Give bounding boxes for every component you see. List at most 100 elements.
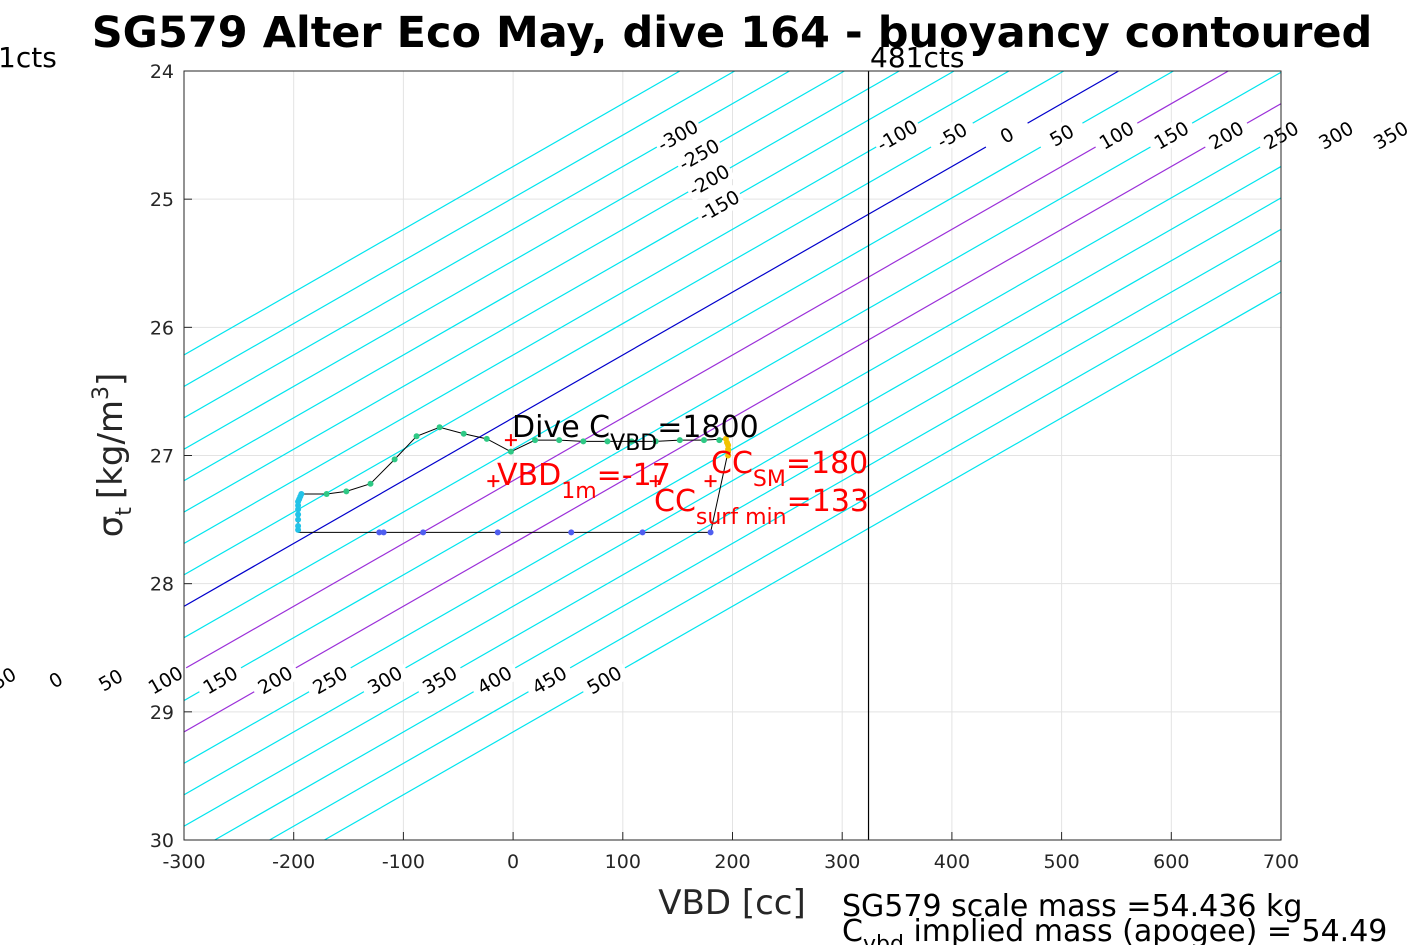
y-label-sigma: σ (91, 516, 131, 538)
contour-label-bg (577, 658, 631, 702)
implied-mass-footnote: Cvbd implied mass (apogee) = 54.49 (842, 914, 1387, 945)
x-tick-label: -200 (272, 851, 315, 873)
y-tick-label: 28 (150, 574, 174, 596)
x-axis-ticks: -300 -200 -100 0 100 200 300 400 500 600 700 (162, 832, 1299, 873)
ascent-point (494, 529, 501, 536)
red-plus-marker (649, 475, 662, 488)
contour-label-bg (523, 658, 576, 702)
red-plus-marker (504, 434, 517, 447)
y-label-sub: t (112, 507, 137, 516)
contour-line-100 (184, 71, 1229, 670)
contour-line-200 (184, 102, 1281, 733)
mid-point (343, 488, 350, 495)
scale-mass-footnote: SG579 scale mass =54.436 kg (842, 889, 1302, 924)
contour-line--400 (184, 71, 681, 356)
mid-point (367, 480, 374, 487)
vbd-limit-lines (867, 71, 870, 840)
contour-label-bg (682, 158, 736, 202)
vbd-1m-post: =-17 (597, 458, 671, 493)
x-tick-label: 400 (934, 851, 970, 873)
contour-line--350 (184, 71, 735, 388)
contour-label-bg (139, 658, 192, 702)
contour-line--250 (184, 71, 845, 450)
contour-line-450 (269, 260, 1281, 840)
contour-label-bg (0, 658, 28, 702)
x-tick-label: 600 (1153, 851, 1189, 873)
vbd-1m-pre: VBD (497, 458, 561, 493)
ascent-point (639, 529, 646, 536)
dive-cvbd-post: =1800 (657, 410, 758, 445)
implied-mass-c: C (842, 914, 863, 945)
vbd-1m-annotation: VBD1m=-17 (497, 458, 671, 504)
y-tick-label: 29 (150, 702, 174, 724)
y-tick-label: 25 (150, 189, 174, 211)
cc-sm-pre: CC (711, 446, 753, 481)
x-tick-label: -100 (382, 851, 425, 873)
x-tick-label: 100 (605, 851, 641, 873)
ascent-point (568, 529, 575, 536)
dive-cvbd-sub: VBD (610, 431, 657, 456)
mid-point (652, 438, 659, 445)
y-label-sup: 3 (89, 386, 114, 400)
mid-point (676, 437, 683, 444)
red-markers (487, 434, 717, 488)
cc-surf-post: =133 (787, 484, 869, 519)
contour-line-150 (184, 71, 1281, 702)
mid-point (483, 435, 490, 442)
cc-surf-pre: CC (654, 484, 696, 519)
ascent-point (420, 529, 427, 536)
mid-point (413, 433, 420, 440)
contour-label-bg (413, 658, 466, 702)
x-axis-label: VBD [cc] (658, 883, 806, 923)
y-tick-label: 30 (150, 830, 174, 852)
y-label-unit: [kg/m (91, 400, 131, 499)
contour-label-bg (468, 658, 521, 702)
ascent-point (376, 529, 383, 536)
contour-label-bg (672, 132, 726, 176)
contour-label-bg (651, 113, 704, 157)
implied-mass-text: implied mass (apogee) = 54.49 (904, 914, 1388, 945)
cc-sm-post: =180 (786, 446, 868, 481)
descent-point (298, 490, 305, 497)
contour-label-bg (1090, 113, 1143, 157)
contour-line-350 (184, 197, 1281, 827)
mid-point (700, 437, 707, 444)
contour-line-50 (184, 71, 1174, 639)
ascent-point (380, 529, 387, 536)
y-axis-label: σt [kg/m3] (89, 373, 137, 538)
contour-line--300 (184, 71, 790, 419)
contour-labels: -300-250-200-150-100 -50 0 50 100 150 200 250 30… (0, 113, 1417, 702)
mid-point (628, 438, 635, 445)
limit-label-right: 481cts (870, 41, 964, 74)
cc-surf-sub: surf min (696, 505, 787, 530)
contour-line-400 (214, 228, 1281, 840)
contour-label-bg (248, 658, 302, 702)
contour-label-bg (1035, 113, 1088, 157)
contour-label-bg (1309, 113, 1363, 157)
mid-point (391, 456, 398, 463)
contour-line-300 (184, 165, 1281, 796)
y-tick-label: 27 (150, 446, 174, 468)
contour-label-bg (84, 658, 137, 702)
contour-label-bg (358, 658, 412, 702)
contour-label-bg (925, 113, 979, 157)
contour-line--200 (184, 71, 900, 482)
y-tick-label: 24 (150, 61, 174, 83)
contour-label-bg (1364, 113, 1417, 157)
mid-point (460, 430, 467, 437)
contour-label-bg (870, 113, 924, 157)
x-tick-label: -300 (162, 851, 205, 873)
contour-line--100 (184, 71, 1010, 545)
dive-cvbd-annotation: Dive CVBD=1800 (512, 410, 759, 456)
ascent-point (707, 529, 714, 536)
x-tick-label: 700 (1263, 851, 1299, 873)
red-plus-marker (487, 475, 500, 488)
contour-line-250 (184, 134, 1281, 765)
contour-label-bg (193, 658, 247, 702)
y-axis-ticks: 24 25 26 27 28 29 30 (150, 61, 192, 852)
cc-sm-annotation: CCSM=180 (711, 446, 868, 492)
contour-label-bg (303, 658, 357, 702)
dive-cvbd-pre: Dive C (512, 410, 610, 445)
mid-point (716, 437, 723, 444)
